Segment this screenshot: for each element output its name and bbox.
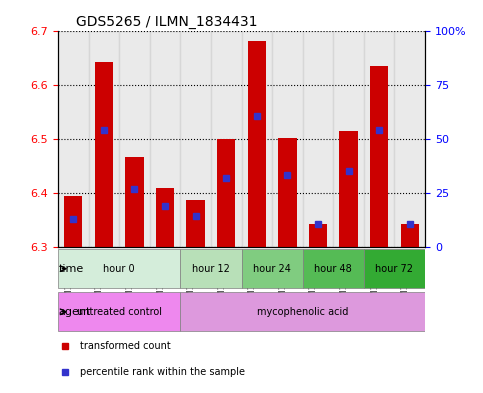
Bar: [88, 31, 119, 247]
FancyBboxPatch shape: [180, 292, 425, 331]
FancyBboxPatch shape: [58, 249, 180, 288]
Bar: [333, 31, 364, 247]
Text: hour 72: hour 72: [375, 264, 413, 274]
Bar: [242, 31, 272, 247]
Bar: [119, 31, 150, 247]
Bar: [272, 31, 303, 247]
Bar: [125, 156, 143, 247]
Text: GDS5265 / ILMN_1834431: GDS5265 / ILMN_1834431: [76, 15, 258, 29]
Bar: [64, 196, 83, 247]
Text: agent: agent: [58, 307, 91, 317]
FancyBboxPatch shape: [58, 292, 180, 331]
Text: percentile rank within the sample: percentile rank within the sample: [80, 367, 245, 377]
Bar: [211, 31, 242, 247]
FancyBboxPatch shape: [364, 249, 425, 288]
FancyBboxPatch shape: [180, 249, 242, 288]
Text: hour 12: hour 12: [192, 264, 230, 274]
Bar: [395, 31, 425, 247]
Bar: [150, 31, 180, 247]
Bar: [303, 31, 333, 247]
Bar: [364, 31, 395, 247]
Bar: [217, 139, 235, 247]
Text: mycophenolic acid: mycophenolic acid: [257, 307, 348, 317]
FancyBboxPatch shape: [303, 249, 364, 288]
Text: untreated control: untreated control: [77, 307, 162, 317]
Bar: [58, 31, 88, 247]
Bar: [95, 62, 113, 247]
Bar: [370, 66, 388, 247]
Bar: [309, 224, 327, 247]
Text: hour 48: hour 48: [314, 264, 352, 274]
Bar: [340, 131, 358, 247]
Text: transformed count: transformed count: [80, 341, 170, 351]
Bar: [278, 138, 297, 247]
Bar: [248, 40, 266, 247]
Bar: [186, 200, 205, 247]
FancyBboxPatch shape: [242, 249, 303, 288]
Bar: [180, 31, 211, 247]
Text: hour 0: hour 0: [103, 264, 135, 274]
Text: time: time: [58, 264, 84, 274]
Bar: [400, 224, 419, 247]
Bar: [156, 188, 174, 247]
Text: hour 24: hour 24: [253, 264, 291, 274]
